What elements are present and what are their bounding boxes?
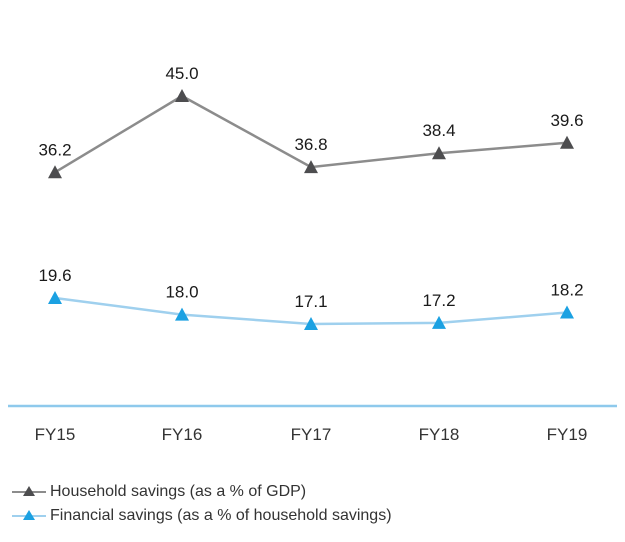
legend: Household savings (as a % of GDP) Financ…	[12, 480, 392, 528]
legend-item-financial: Financial savings (as a % of household s…	[12, 504, 392, 528]
data-label: 17.2	[422, 291, 455, 310]
data-label: 45.0	[165, 64, 198, 83]
data-point-marker	[432, 315, 446, 329]
data-label: 36.2	[38, 140, 71, 159]
data-point-marker	[304, 316, 318, 330]
data-label: 38.4	[422, 121, 455, 140]
data-label: 17.1	[294, 292, 327, 311]
data-label: 36.8	[294, 135, 327, 154]
line-chart: 36.2 45.0 36.8 38.4 39.6 19.6 18.0 17.1 17.2 18.2…	[8, 64, 617, 444]
data-point-marker	[304, 160, 318, 174]
data-label: 19.6	[38, 266, 71, 285]
x-tick-label: FY18	[419, 425, 460, 444]
data-point-marker	[560, 305, 574, 319]
legend-label: Financial savings (as a % of household s…	[50, 507, 392, 524]
data-point-marker	[48, 291, 62, 304]
data-point-marker	[175, 89, 189, 102]
data-point-marker	[48, 165, 62, 179]
data-point-marker	[560, 135, 574, 149]
data-point-marker	[175, 307, 189, 321]
data-label: 18.2	[550, 281, 583, 300]
x-tick-label: FY16	[162, 425, 203, 444]
legend-triangle-marker-icon	[12, 510, 46, 520]
x-tick-label: FY19	[547, 425, 588, 444]
legend-item-household: Household savings (as a % of GDP)	[12, 480, 392, 504]
data-point-marker	[432, 146, 446, 160]
x-tick-label: FY15	[35, 425, 76, 444]
legend-label: Household savings (as a % of GDP)	[50, 483, 307, 500]
data-label: 39.6	[550, 111, 583, 130]
data-label: 18.0	[165, 283, 198, 302]
legend-triangle-marker-icon	[12, 486, 46, 496]
x-tick-label: FY17	[291, 425, 332, 444]
